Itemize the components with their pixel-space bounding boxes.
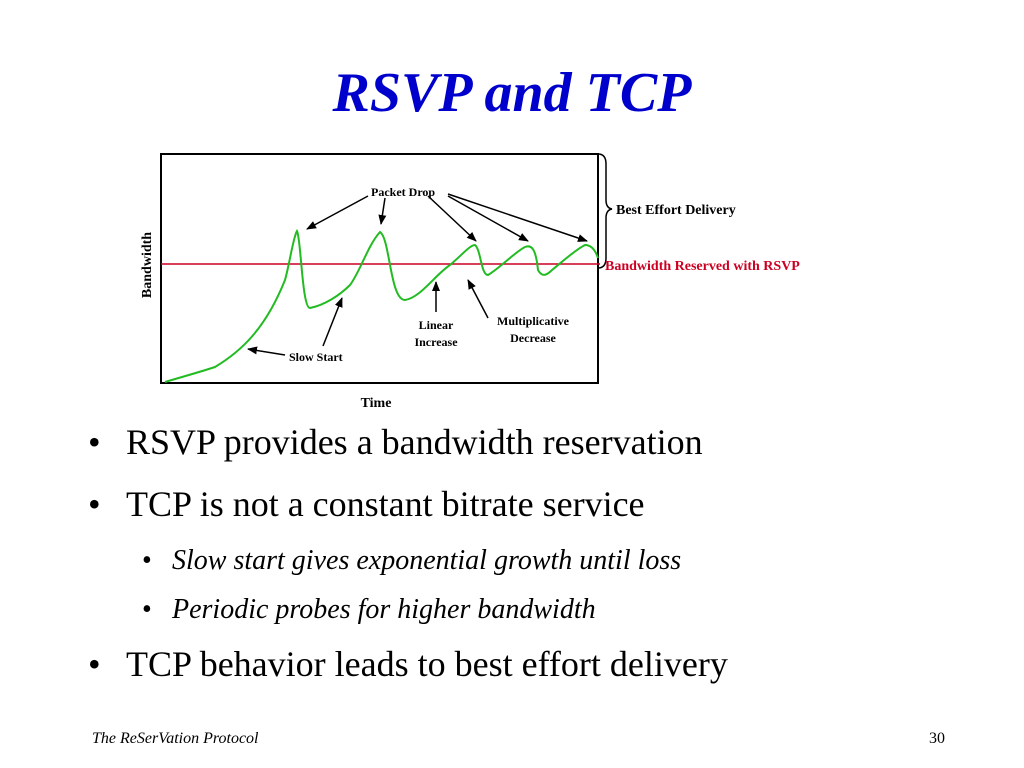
packet-drop-label: Packet Drop [371, 185, 435, 199]
slide-title: RSVP and TCP [332, 62, 692, 124]
reserved-label: Bandwidth Reserved with RSVP [605, 259, 800, 274]
slow-start-label: Slow Start [289, 350, 343, 364]
footer-title: The ReSerVation Protocol [92, 730, 259, 747]
y-axis-label: Bandwidth [140, 232, 155, 298]
multiplicative-label: Multiplicative [497, 314, 570, 328]
arrow-packet-drop-1 [306, 195, 369, 230]
annotation-arrows [247, 193, 588, 356]
arrow-packet-drop-5 [447, 193, 588, 242]
arrow-mult-decrease [467, 279, 489, 319]
bullet-item: RSVP provides a bandwidth reservation [84, 420, 984, 464]
best-effort-bracket [597, 153, 613, 269]
page-number: 30 [929, 730, 945, 747]
best-effort-label: Best Effort Delivery [616, 203, 736, 218]
rsvp-tcp-diagram: Packet Drop Best Effort Delivery Bandwid… [140, 153, 800, 411]
bullet-item: TCP is not a constant bitrate service [84, 482, 984, 526]
arrow-slow-start [247, 346, 286, 356]
arrow-packet-drop-2 [378, 197, 387, 225]
arrow-packet-drop-3 [427, 195, 477, 242]
increase-label: Increase [414, 335, 458, 349]
decrease-label: Decrease [510, 331, 556, 345]
bullet-item: TCP behavior leads to best effort delive… [84, 642, 984, 686]
tcp-bandwidth-curve [164, 228, 599, 383]
sub-bullet-item: Slow start gives exponential growth unti… [142, 544, 984, 578]
arrow-packet-drop-4 [447, 195, 529, 242]
linear-label: Linear [419, 318, 454, 332]
bullet-list: RSVP provides a bandwidth reservation TC… [84, 420, 984, 704]
sub-bullet-item: Periodic probes for higher bandwidth [142, 593, 984, 627]
arrow-slow-start-2 [322, 297, 343, 347]
x-axis-label: Time [361, 396, 392, 411]
